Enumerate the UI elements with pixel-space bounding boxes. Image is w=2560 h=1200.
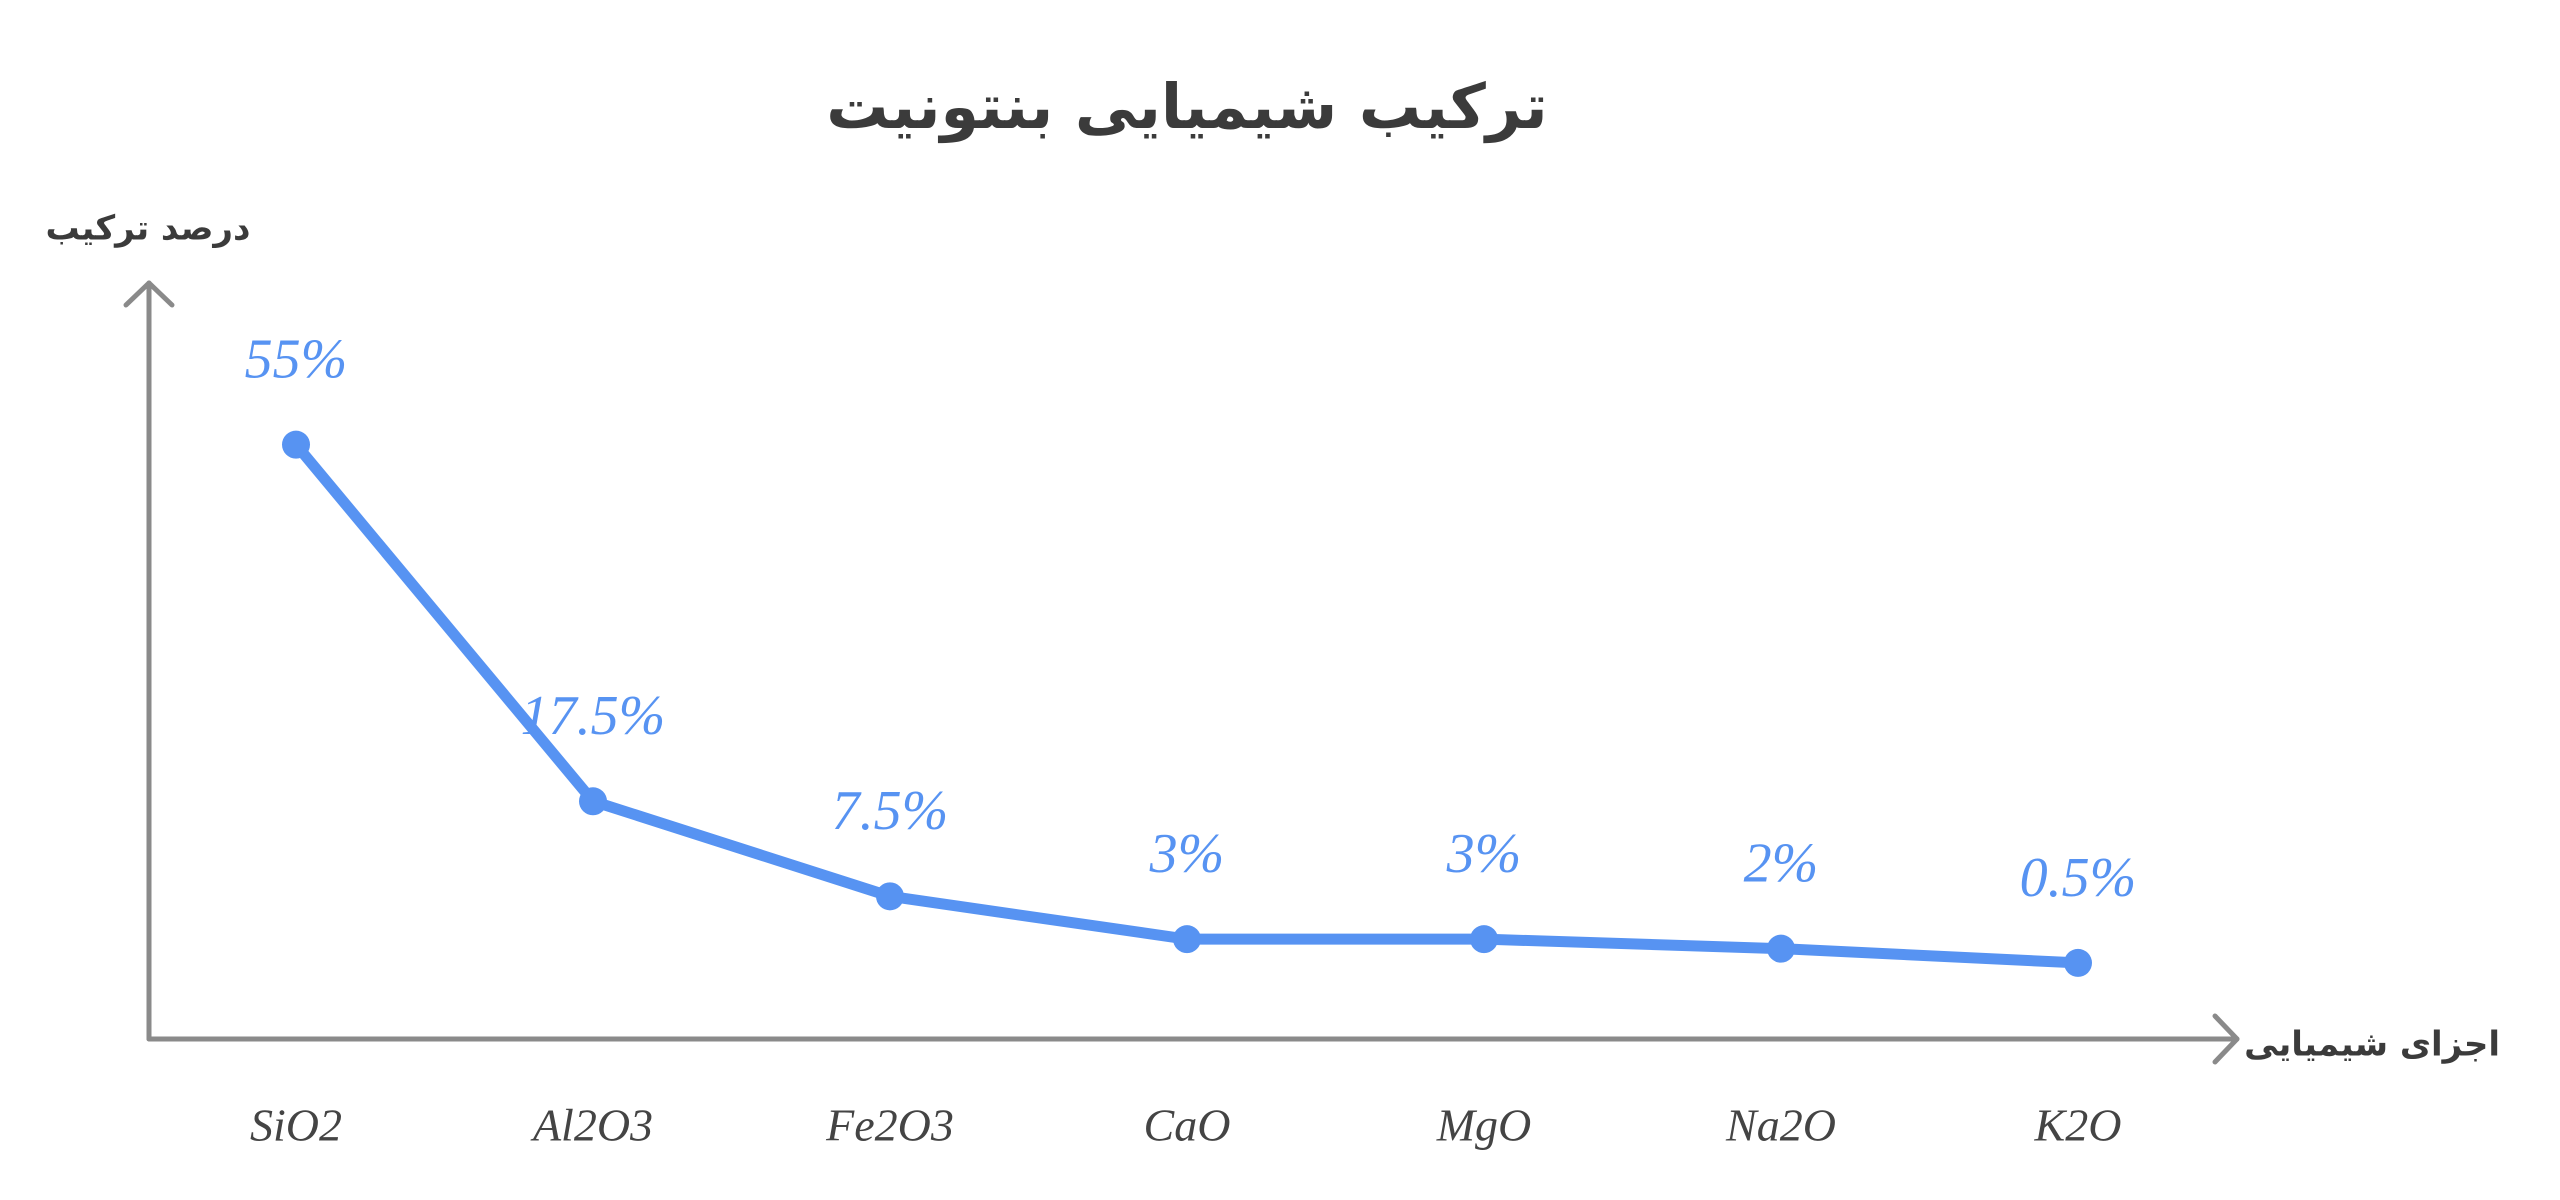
data-point bbox=[1767, 934, 1795, 963]
data-point bbox=[2064, 948, 2092, 977]
value-label: 17.5% bbox=[521, 685, 666, 747]
value-label: 55% bbox=[245, 329, 348, 391]
x-axis-title: اجزای شیمیایی bbox=[2244, 1025, 2500, 1065]
y-axis-title: درصد ترکیب bbox=[46, 209, 251, 249]
data-point bbox=[1173, 925, 1201, 954]
chart-title: ترکیب شیمیایی بنتونیت bbox=[826, 70, 1547, 143]
data-point bbox=[1470, 925, 1498, 954]
x-tick-label: Fe2O3 bbox=[825, 1100, 954, 1151]
x-tick-label: Al2O3 bbox=[530, 1100, 653, 1151]
x-axis-arrow bbox=[2212, 1013, 2240, 1065]
x-tick-label: MgO bbox=[1436, 1100, 1532, 1151]
data-point bbox=[282, 430, 310, 459]
x-tick-label: K2O bbox=[2034, 1100, 2122, 1151]
x-tick-label: Na2O bbox=[1725, 1100, 1836, 1151]
value-label: 7.5% bbox=[832, 780, 949, 842]
data-point bbox=[876, 882, 904, 911]
value-label: 2% bbox=[1744, 833, 1819, 895]
y-axis-arrow bbox=[123, 280, 175, 308]
value-label: 0.5% bbox=[2020, 847, 2137, 909]
x-tick-label: SiO2 bbox=[250, 1100, 342, 1151]
data-point bbox=[579, 787, 607, 816]
x-tick-label: CaO bbox=[1144, 1100, 1231, 1151]
value-label: 3% bbox=[1446, 823, 1522, 885]
value-label: 3% bbox=[1149, 823, 1225, 885]
